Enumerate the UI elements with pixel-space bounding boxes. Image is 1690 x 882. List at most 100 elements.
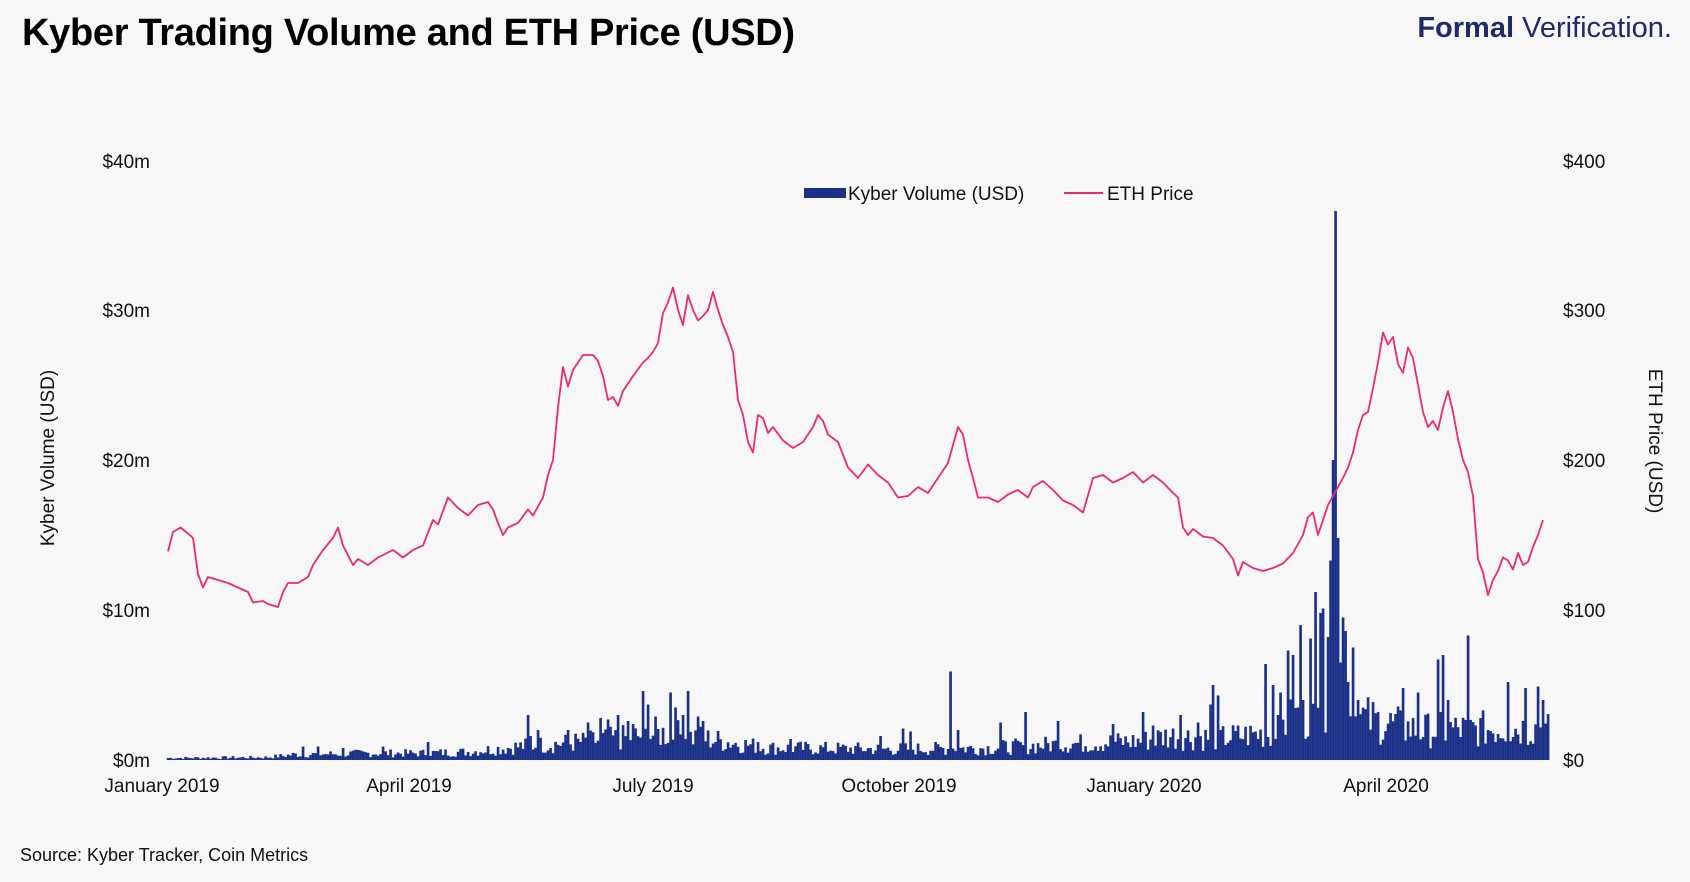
volume-bar <box>1371 702 1375 760</box>
volume-bar <box>744 739 747 760</box>
volume-bar <box>671 739 675 760</box>
volume-bar <box>1186 730 1190 760</box>
volume-bar <box>1429 748 1432 760</box>
volume-bar <box>1366 697 1370 760</box>
volume-bar <box>541 752 545 760</box>
volume-bar <box>1276 715 1280 760</box>
volume-bar <box>991 753 995 760</box>
volume-bar <box>329 751 332 760</box>
volume-bar <box>561 742 565 760</box>
volume-bar <box>976 755 980 760</box>
volume-bar <box>1451 727 1455 760</box>
volume-bar <box>734 742 737 760</box>
volume-bar <box>1436 659 1440 760</box>
volume-bar <box>1266 736 1270 760</box>
volume-bar <box>1514 728 1517 760</box>
volume-bar <box>459 748 462 760</box>
chart-title: Kyber Trading Volume and ETH Price (USD) <box>22 12 795 54</box>
x-tick-jan-2019: January 2019 <box>104 776 219 797</box>
volume-bar <box>989 753 992 760</box>
volume-bar <box>1511 737 1515 760</box>
volume-bar <box>1289 699 1292 760</box>
volume-bar <box>1481 710 1485 760</box>
volume-bar <box>174 758 177 760</box>
volume-bar <box>339 755 342 760</box>
volume-bar <box>1369 729 1372 760</box>
volume-bar <box>614 730 617 760</box>
volume-bar <box>681 715 685 760</box>
volume-bar <box>1146 749 1150 760</box>
volume-bar <box>646 704 650 760</box>
volume-bar <box>1381 739 1385 760</box>
volume-bar <box>901 728 905 760</box>
volume-bar <box>381 746 385 760</box>
volume-bar <box>971 748 975 760</box>
volume-bar <box>1281 719 1285 760</box>
volume-bar <box>1196 722 1200 760</box>
volume-bar <box>594 742 597 760</box>
volume-bar <box>816 753 820 760</box>
volume-bar <box>1216 695 1220 760</box>
volume-bar <box>179 757 182 760</box>
volume-bar <box>1094 746 1097 760</box>
volume-bar <box>444 749 447 760</box>
volume-bar <box>741 752 745 760</box>
volume-bar <box>1526 744 1530 760</box>
volume-bar <box>1071 743 1075 760</box>
volume-bar <box>1054 740 1057 760</box>
volume-bar <box>1356 700 1360 760</box>
volume-bar <box>1446 700 1450 760</box>
volume-bar <box>746 745 750 760</box>
volume-bar <box>949 671 952 760</box>
volume-bar <box>259 757 262 760</box>
volume-bar <box>869 748 872 760</box>
volume-bar <box>889 750 892 760</box>
volume-bar <box>306 757 310 760</box>
volume-bar <box>751 738 755 760</box>
volume-bar <box>1299 625 1302 760</box>
volume-bar <box>1159 731 1162 760</box>
volume-bar <box>796 742 800 760</box>
volume-bar <box>526 715 530 760</box>
volume-bar <box>574 733 577 760</box>
volume-bar <box>284 756 287 760</box>
volume-bar <box>371 754 375 760</box>
volume-bar <box>789 739 792 760</box>
volume-bar <box>1174 748 1177 760</box>
volume-bar <box>1494 742 1497 760</box>
volume-bar <box>1044 736 1047 760</box>
volume-bar <box>421 749 425 760</box>
volume-bar <box>354 749 357 760</box>
volume-bar <box>811 754 815 760</box>
volume-bar <box>1501 738 1505 760</box>
volume-bar <box>1474 725 1477 760</box>
volume-bar <box>786 744 790 760</box>
volume-bar <box>1219 730 1222 760</box>
volume-bar <box>659 744 662 760</box>
volume-bar <box>1171 728 1175 760</box>
volume-bar <box>696 716 700 760</box>
volume-bar <box>1229 740 1232 760</box>
volume-bar <box>264 756 267 760</box>
volume-bar <box>1296 707 1300 760</box>
volume-bar <box>474 751 477 760</box>
volume-bar <box>1021 745 1025 760</box>
volume-bar <box>761 748 765 760</box>
volume-bar <box>1239 738 1242 760</box>
volume-bar <box>366 752 370 760</box>
volume-bar <box>1204 729 1207 760</box>
y-right-ticks: $0 $100 $200 $300 $400 <box>1563 152 1605 772</box>
volume-bar <box>1416 692 1420 760</box>
volume-bar <box>336 755 340 760</box>
volume-bar <box>1509 741 1512 760</box>
volume-bar <box>514 742 517 760</box>
volume-bar <box>1271 685 1275 760</box>
volume-bar <box>886 747 890 760</box>
volume-bar <box>1314 592 1317 760</box>
volume-bar <box>1396 706 1400 760</box>
volume-bar <box>1319 613 1322 760</box>
volume-bar <box>1321 608 1325 760</box>
volume-bar <box>649 738 652 760</box>
volume-bar <box>1344 631 1347 760</box>
volume-bar <box>1096 750 1100 760</box>
